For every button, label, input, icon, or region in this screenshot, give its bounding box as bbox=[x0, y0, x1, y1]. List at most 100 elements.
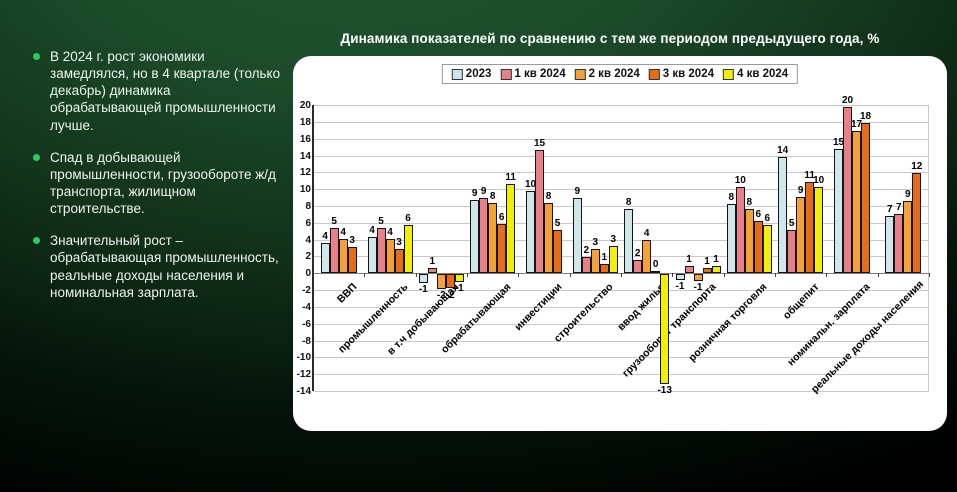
bar-value-label: 8 bbox=[625, 196, 632, 208]
legend-item: 2023 bbox=[451, 68, 492, 80]
legend-swatch-icon bbox=[500, 68, 512, 80]
bar-value-label: -1 bbox=[675, 281, 685, 293]
bar bbox=[581, 257, 591, 274]
key-point-3-text: Значительный рост – обрабатывающая промы… bbox=[50, 233, 279, 300]
x-axis-tick bbox=[621, 273, 622, 278]
gridline bbox=[313, 323, 929, 325]
y-axis-label: -4 bbox=[302, 301, 311, 313]
bar-value-label: 11 bbox=[505, 172, 516, 184]
category-label: общепит bbox=[780, 281, 822, 322]
y-axis-label: -6 bbox=[302, 318, 311, 330]
bar bbox=[702, 268, 712, 274]
bar-value-label: 8 bbox=[746, 196, 753, 208]
bar-value-label: 17 bbox=[850, 119, 863, 131]
legend-label: 2023 bbox=[465, 68, 492, 80]
legend-label: 2 кв 2024 bbox=[588, 68, 640, 80]
bar bbox=[338, 238, 348, 274]
y-axis-label: 16 bbox=[299, 133, 311, 145]
bar-value-label: 4 bbox=[387, 226, 393, 238]
bar bbox=[535, 150, 544, 274]
bar bbox=[885, 216, 895, 274]
x-axis-tick bbox=[929, 273, 930, 278]
gridline bbox=[313, 340, 929, 342]
bar-value-label: 12 bbox=[911, 161, 923, 173]
bar-value-label: 5 bbox=[788, 217, 795, 229]
x-axis-tick bbox=[364, 273, 366, 278]
bar bbox=[347, 247, 357, 274]
bar bbox=[735, 186, 745, 274]
y-axis-label: 8 bbox=[305, 200, 311, 212]
bar-value-label: 10 bbox=[734, 174, 746, 186]
bar bbox=[834, 148, 843, 274]
bar bbox=[753, 221, 763, 274]
bar-value-label: 20 bbox=[841, 94, 854, 106]
bar bbox=[572, 197, 582, 274]
category-label: реальные доходы населения bbox=[809, 278, 927, 396]
bar bbox=[394, 248, 404, 274]
legend-swatch-icon bbox=[451, 68, 463, 80]
bar bbox=[367, 237, 377, 274]
legend-item: 1 кв 2024 bbox=[500, 68, 566, 80]
category-label: розничная торговля bbox=[686, 281, 770, 365]
key-points-list: В 2024 г. рост экономики замедлялся, но … bbox=[33, 48, 285, 316]
bar-value-label: 3 bbox=[610, 233, 617, 245]
bar-value-label: 0 bbox=[652, 258, 659, 270]
y-axis-label: 0 bbox=[305, 268, 311, 280]
bar-value-label: 15 bbox=[533, 138, 546, 150]
bar bbox=[684, 265, 694, 274]
bar bbox=[651, 270, 661, 274]
legend-item: 3 кв 2024 bbox=[648, 68, 714, 80]
bar-value-label: 11 bbox=[804, 169, 815, 181]
gridline bbox=[313, 256, 929, 258]
x-axis-tick bbox=[518, 273, 520, 278]
x-axis-tick bbox=[775, 273, 776, 278]
bar-value-label: 8 bbox=[728, 192, 735, 204]
bar bbox=[711, 265, 721, 274]
gridline bbox=[313, 155, 929, 157]
legend-item: 2 кв 2024 bbox=[574, 68, 640, 80]
y-axis-label: 10 bbox=[299, 184, 311, 196]
bar bbox=[675, 274, 685, 281]
bar-value-label: -1 bbox=[693, 282, 703, 293]
bar-value-label: 6 bbox=[498, 211, 505, 223]
chart-card: 2023 1 кв 2024 2 кв 2024 3 кв 2024 4 кв 2024… bbox=[293, 56, 947, 431]
bar bbox=[470, 200, 480, 274]
bar-value-label: 1 bbox=[713, 253, 719, 265]
bar-value-label: -1 bbox=[418, 283, 428, 295]
y-axis-label: -10 bbox=[296, 352, 311, 364]
bar bbox=[599, 264, 609, 274]
key-point-2-text: Спад в добывающей промышленности, грузоо… bbox=[50, 149, 276, 217]
bar-value-label: 4 bbox=[322, 231, 328, 242]
bar bbox=[376, 227, 386, 274]
bar bbox=[454, 274, 464, 282]
gridline bbox=[313, 189, 929, 191]
gridline bbox=[313, 205, 929, 207]
bar-value-label: 9 bbox=[480, 185, 487, 197]
bar bbox=[693, 274, 703, 281]
bar bbox=[762, 225, 772, 274]
x-axis-tick bbox=[723, 273, 725, 278]
x-axis-tick bbox=[826, 273, 828, 278]
bar bbox=[642, 240, 652, 274]
y-axis-label: 18 bbox=[299, 116, 311, 128]
bar bbox=[553, 230, 562, 274]
bar-value-label: 15 bbox=[832, 136, 845, 148]
key-point-1: В 2024 г. рост экономики замедлялся, но … bbox=[33, 48, 285, 134]
bar bbox=[778, 157, 788, 274]
key-point-3: Значительный рост – обрабатывающая промы… bbox=[33, 232, 285, 301]
bar bbox=[903, 200, 913, 274]
bar-value-label: -2 bbox=[436, 290, 446, 302]
bar bbox=[320, 243, 330, 274]
bar bbox=[796, 196, 806, 274]
bar bbox=[329, 227, 339, 274]
bar bbox=[427, 268, 437, 274]
gridline bbox=[313, 391, 929, 392]
bar-value-label: 10 bbox=[524, 178, 537, 190]
gridline bbox=[313, 105, 929, 106]
bar-value-label: -2 bbox=[445, 289, 455, 301]
x-axis-tick bbox=[415, 273, 417, 278]
bar bbox=[403, 225, 413, 274]
bar bbox=[445, 274, 455, 289]
legend-label: 3 кв 2024 bbox=[662, 68, 714, 80]
bar bbox=[805, 181, 815, 274]
